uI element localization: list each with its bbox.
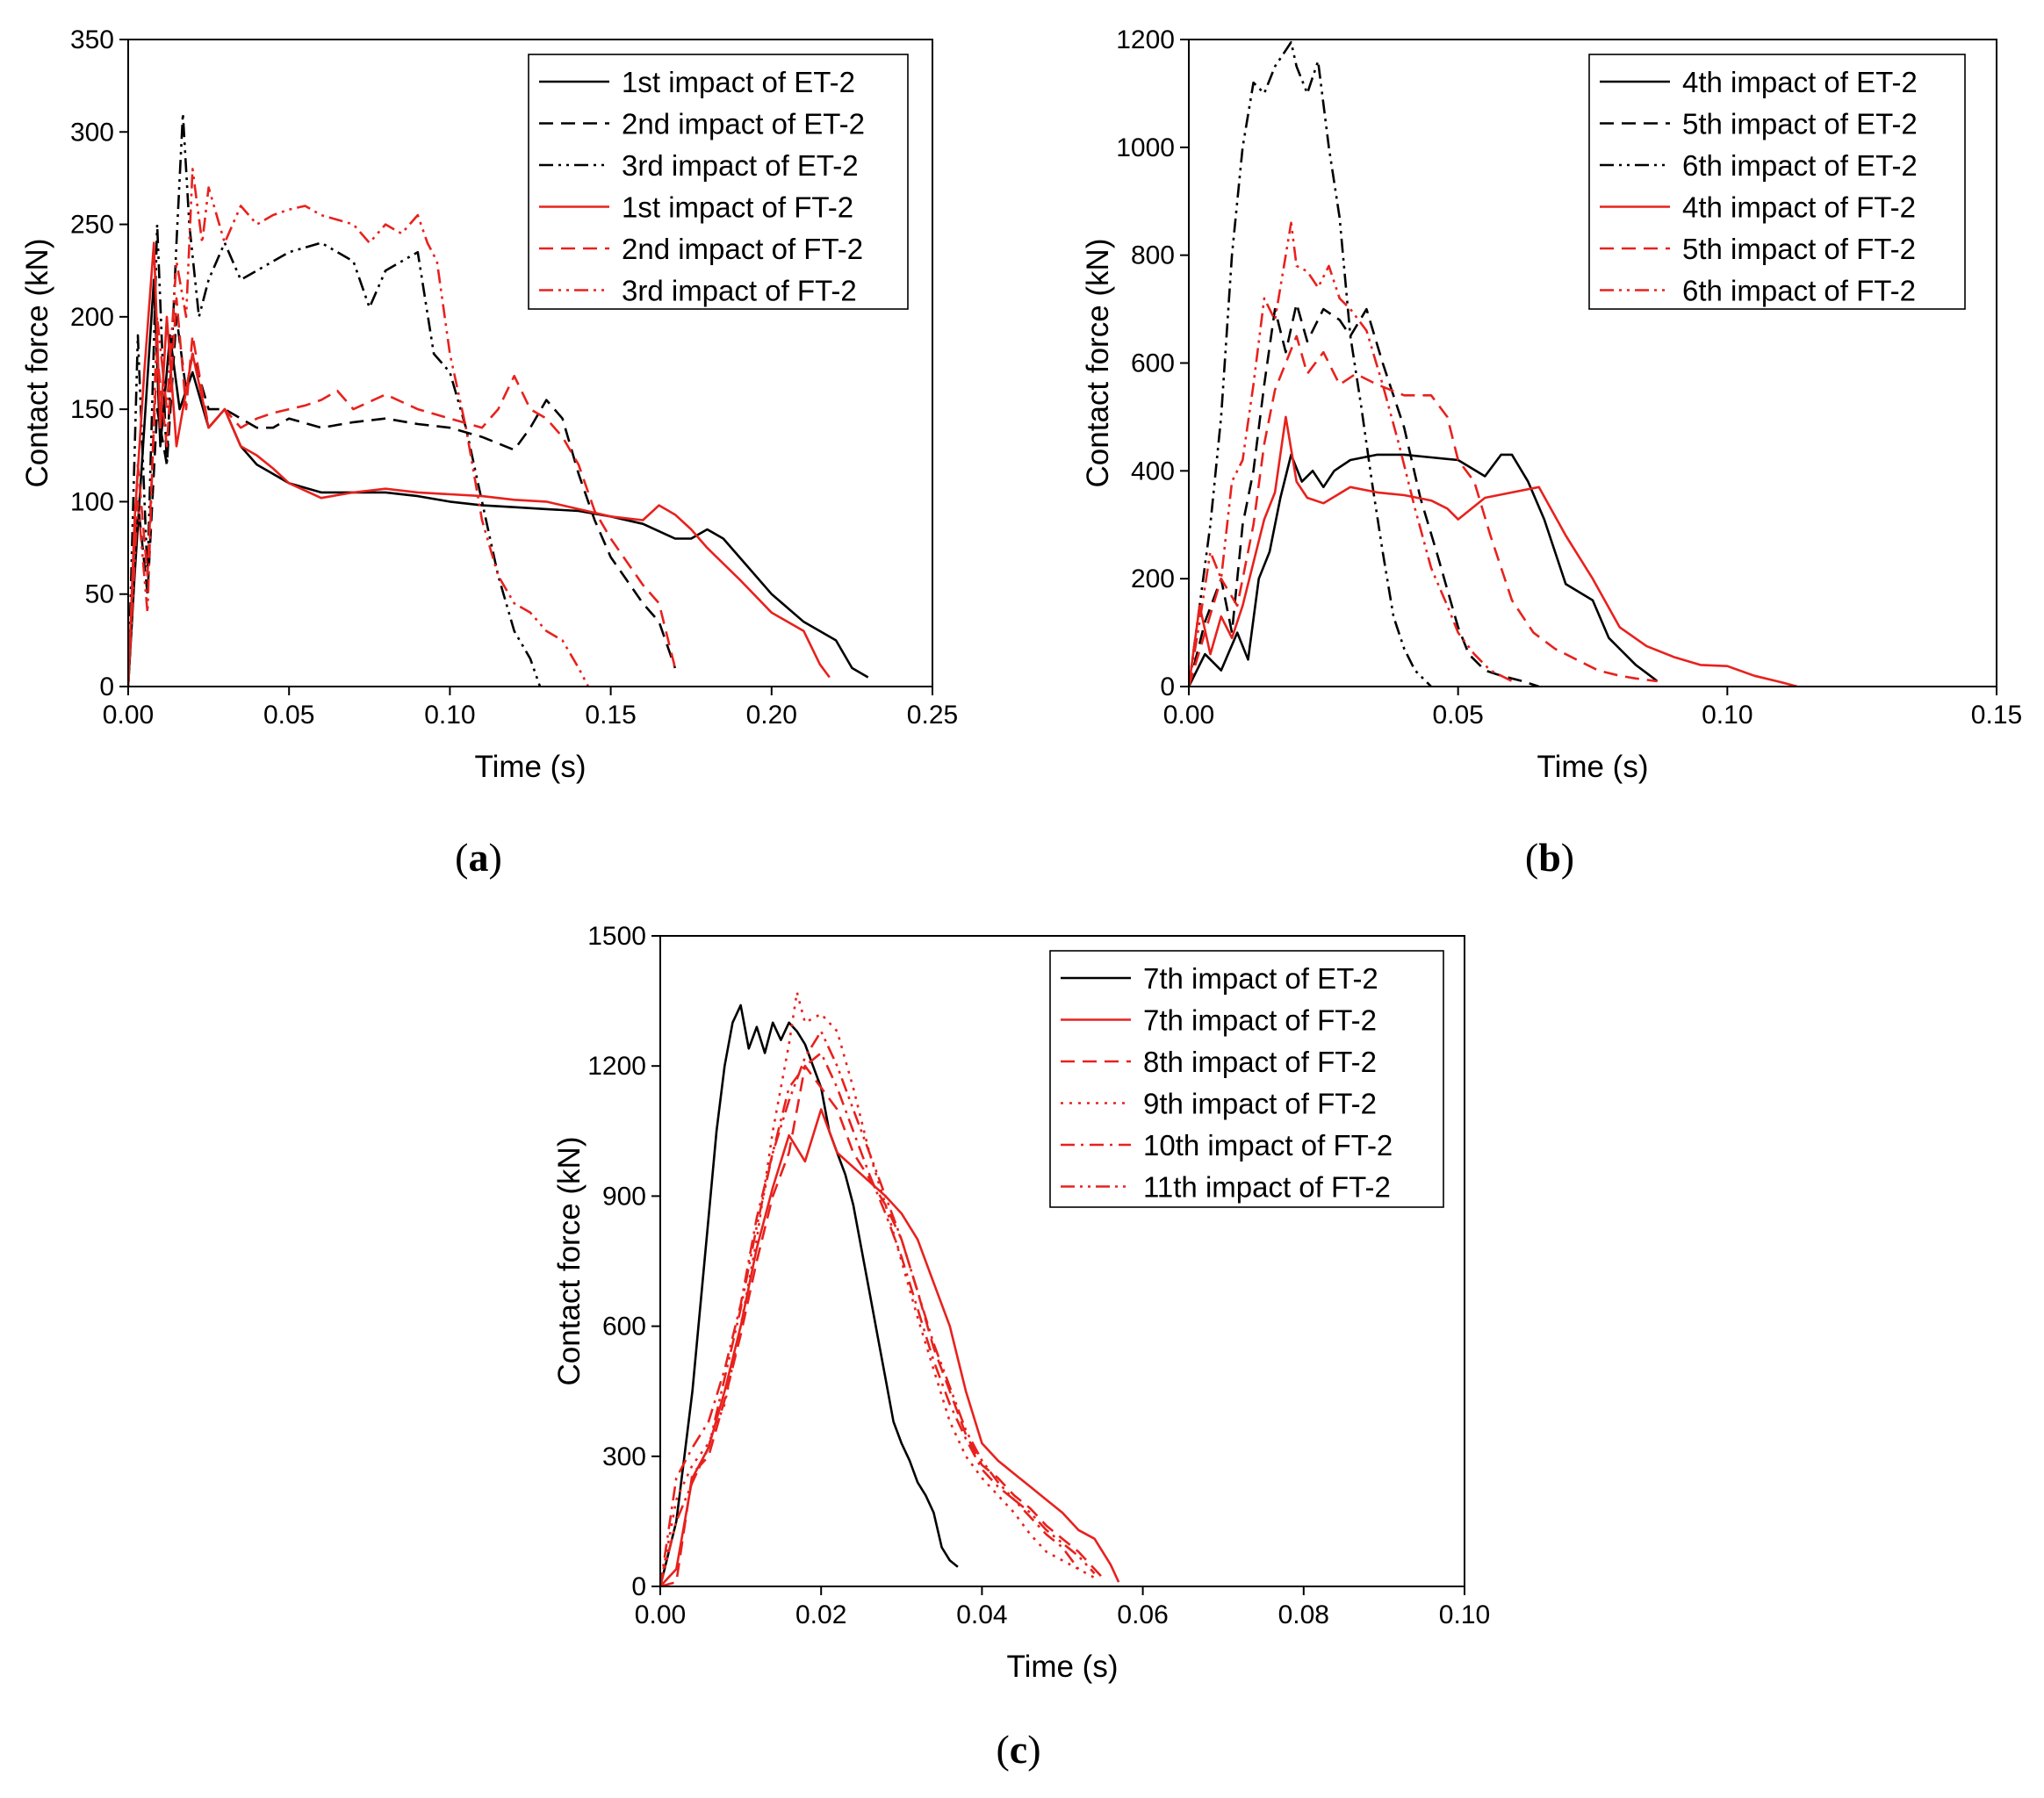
y-tick-label: 200 [1131,565,1175,593]
plot-frame [127,39,933,687]
series-line-2 [128,315,677,687]
panel-label: (a) [455,835,502,880]
series-line-6 [660,1030,1096,1586]
legend-label-1: 4th impact of ET-2 [1682,66,1918,98]
x-tick-label: 0.05 [263,701,314,730]
series-line-1 [660,1003,959,1586]
series-line-3 [660,1064,1104,1586]
series-line-2 [660,1108,1120,1586]
legend-label-6: 3rd impact of FT-2 [622,275,857,307]
plot-frame [659,935,1465,1587]
legend-label-3: 3rd impact of ET-2 [622,149,859,182]
x-tick-label: 0.25 [907,701,958,730]
x-tick-label: 0.04 [956,1600,1007,1629]
legend-label-5: 5th impact of FT-2 [1682,233,1916,265]
legend-label-2: 5th impact of ET-2 [1682,108,1918,140]
legend-label-5: 10th impact of FT-2 [1143,1129,1393,1162]
y-tick-label: 0 [1160,672,1175,701]
panel-c: 0.00 0.02 0.04 0.06 0.08 0.10 0 300 600 900 1200 15… [552,922,1490,1772]
y-tick-label: 0 [631,1572,646,1601]
series-group [1189,40,1798,687]
x-tick-label: 0.02 [795,1600,846,1629]
legend: 7th impact of ET-2 7th impact of FT-2 8th … [1049,950,1444,1208]
y-tick-label: 600 [1131,349,1175,378]
y-tick-label: 300 [70,118,114,147]
x-tick-label: 0.00 [1163,701,1214,730]
x-tick-label: 0.10 [424,701,475,730]
x-tick-label: 0.06 [1117,1600,1168,1629]
legend-label-4: 1st impact of FT-2 [622,191,853,224]
legend-label-6: 11th impact of FT-2 [1143,1171,1391,1204]
y-tick-label: 250 [70,211,114,240]
x-axis-label: Time (s) [474,750,586,784]
series-line-3 [1189,40,1432,687]
y-tick-label: 1000 [1116,133,1175,162]
legend-label-3: 6th impact of ET-2 [1682,149,1918,182]
x-tick-label: 0.05 [1432,701,1483,730]
legend-box [1049,950,1444,1208]
legend-label-1: 1st impact of ET-2 [622,66,855,98]
series-line-1 [128,278,869,687]
x-axis-label: Time (s) [1537,750,1648,784]
series-line-2 [1189,302,1540,687]
series-line-4 [660,990,1096,1586]
y-tick-label: 900 [602,1182,646,1211]
y-tick-label: 150 [70,395,114,424]
x-tick-label: 0.20 [746,701,797,730]
y-tick-label: 300 [602,1442,646,1471]
legend-label-3: 8th impact of FT-2 [1143,1046,1377,1078]
legend-box [1588,54,1966,310]
y-tick-label: 0 [99,672,114,701]
y-tick-label: 100 [70,487,114,516]
legend-label-4: 9th impact of FT-2 [1143,1088,1377,1120]
y-tick-label: 50 [85,580,114,609]
x-tick-label: 0.00 [103,701,154,730]
y-tick-label: 200 [70,303,114,332]
x-tick-label: 0.08 [1278,1600,1329,1629]
legend-label-1: 7th impact of ET-2 [1143,962,1378,995]
y-axis-label: Contact force (kN) [1081,239,1115,488]
panel-label: (b) [1525,835,1574,880]
legend-label-4: 4th impact of FT-2 [1682,191,1916,224]
series-group [128,111,869,687]
x-tick-label: 0.15 [1971,701,2022,730]
series-line-5 [1189,334,1658,687]
panel-b: 0.00 0.05 0.10 0.15 0 200 400 600 800 1000 1200 Tim… [1081,25,2022,880]
y-tick-label: 1500 [587,922,646,951]
series-line-3 [128,111,542,687]
series-line-5 [660,1052,1080,1586]
y-axis-label: Contact force (kN) [20,239,54,488]
series-line-5 [128,297,677,687]
y-axis-label: Contact force (kN) [552,1137,587,1386]
legend-label-5: 2nd impact of FT-2 [622,233,863,265]
series-line-1 [1189,453,1659,687]
y-tick-label: 1200 [1116,25,1175,54]
y-tick-label: 400 [1131,457,1175,485]
legend: 1st impact of ET-2 2nd impact of ET-2 3rd … [528,54,909,310]
x-tick-label: 0.10 [1702,701,1753,730]
legend: 4th impact of ET-2 5th impact of ET-2 6th … [1588,54,1966,310]
x-tick-label: 0.00 [635,1600,686,1629]
legend-label-2: 7th impact of FT-2 [1143,1004,1377,1037]
x-tick-label: 0.10 [1439,1600,1490,1629]
panel-label: (c) [996,1727,1040,1772]
y-tick-label: 350 [70,25,114,54]
legend-box [528,54,909,310]
series-line-6 [128,168,590,687]
y-tick-label: 1200 [587,1052,646,1081]
legend-label-2: 2nd impact of ET-2 [622,108,865,140]
y-tick-label: 800 [1131,241,1175,270]
y-tick-label: 600 [602,1313,646,1341]
panel-a: 0.00 0.05 0.10 0.15 0.20 0.25 0 50 100 150 200 250 3… [20,25,958,880]
series-group [660,990,1120,1586]
legend-label-6: 6th impact of FT-2 [1682,275,1916,307]
series-line-6 [1189,221,1513,687]
series-line-4 [1189,415,1798,687]
x-tick-label: 0.15 [585,701,636,730]
x-axis-label: Time (s) [1006,1650,1118,1684]
